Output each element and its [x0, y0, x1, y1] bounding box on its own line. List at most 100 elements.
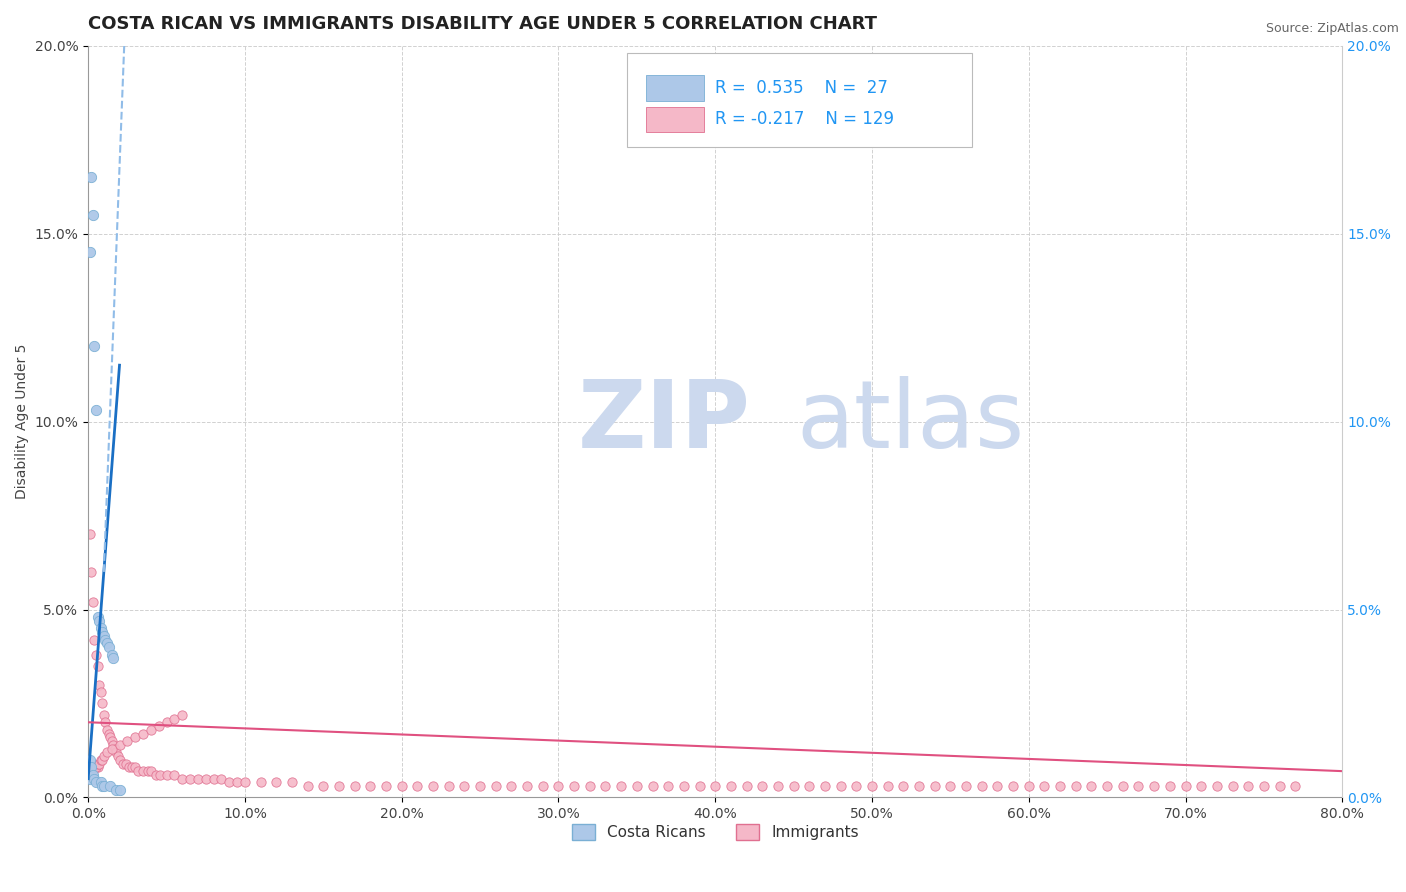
Point [735, 779, 758, 793]
Point [98, 779, 121, 793]
Point [233, 775, 256, 789]
Point [83, 760, 105, 774]
Point [562, 779, 585, 793]
Point [80, 760, 103, 774]
Point [830, 779, 852, 793]
Point [90, 685, 112, 699]
Point [860, 779, 883, 793]
Point [83, 339, 105, 353]
Point [132, 764, 155, 778]
Point [531, 779, 554, 793]
Point [121, 760, 143, 774]
Point [89, 756, 111, 771]
Point [1222, 779, 1244, 793]
Point [155, 715, 177, 730]
Point [226, 775, 249, 789]
Point [90, 753, 112, 767]
Point [97, 640, 120, 654]
Point [1033, 779, 1056, 793]
Point [132, 726, 155, 740]
Text: R = -0.217    N = 129: R = -0.217 N = 129 [716, 111, 894, 128]
Point [80, 565, 103, 579]
Point [799, 779, 821, 793]
Text: R =  0.535    N =  27: R = 0.535 N = 27 [716, 78, 889, 96]
Point [1064, 779, 1087, 793]
Point [641, 779, 664, 793]
Point [179, 772, 201, 786]
Point [406, 779, 429, 793]
Y-axis label: Disability Age Under 5: Disability Age Under 5 [15, 344, 30, 500]
Point [91, 779, 114, 793]
Point [297, 779, 319, 793]
Point [1159, 779, 1181, 793]
Point [100, 734, 122, 748]
Point [908, 779, 931, 793]
Point [82, 208, 104, 222]
Point [547, 779, 569, 793]
Point [343, 779, 366, 793]
Point [90, 621, 112, 635]
Legend: Costa Ricans, Immigrants: Costa Ricans, Immigrants [565, 818, 865, 847]
Point [312, 779, 335, 793]
Point [1284, 779, 1306, 793]
Point [516, 779, 538, 793]
Text: atlas: atlas [797, 376, 1025, 467]
Point [80, 170, 103, 185]
Point [468, 779, 491, 793]
Point [1080, 779, 1102, 793]
Point [485, 779, 508, 793]
Point [103, 651, 125, 665]
Point [108, 753, 131, 767]
Point [108, 738, 131, 752]
Point [939, 779, 962, 793]
Point [187, 772, 209, 786]
Point [422, 779, 444, 793]
Point [105, 745, 128, 759]
Point [84, 760, 107, 774]
Point [1128, 779, 1150, 793]
Point [90, 775, 112, 789]
Point [610, 779, 633, 793]
Point [145, 768, 167, 782]
Point [1237, 779, 1260, 793]
Point [93, 707, 115, 722]
Point [91, 625, 114, 640]
Text: Source: ZipAtlas.com: Source: ZipAtlas.com [1265, 22, 1399, 36]
Point [626, 779, 648, 793]
Point [657, 779, 679, 793]
Point [1095, 779, 1118, 793]
Point [124, 760, 146, 774]
Point [218, 775, 240, 789]
Point [105, 783, 128, 797]
Point [845, 779, 868, 793]
Point [163, 712, 186, 726]
Point [578, 779, 600, 793]
Point [501, 779, 523, 793]
Point [96, 636, 118, 650]
Point [96, 745, 118, 759]
Point [1189, 779, 1212, 793]
Point [148, 719, 170, 733]
Point [264, 775, 287, 789]
Point [139, 723, 162, 737]
Point [79, 772, 101, 786]
Point [149, 768, 172, 782]
Point [375, 779, 398, 793]
Point [83, 632, 105, 647]
Point [100, 741, 122, 756]
Point [1143, 779, 1166, 793]
Point [689, 779, 711, 793]
Point [104, 741, 127, 756]
Point [136, 764, 159, 778]
Point [117, 734, 139, 748]
Point [924, 779, 946, 793]
Point [94, 715, 117, 730]
Point [391, 779, 413, 793]
Point [79, 527, 101, 541]
Point [139, 764, 162, 778]
Point [1174, 779, 1197, 793]
Point [704, 779, 727, 793]
Point [96, 723, 118, 737]
FancyBboxPatch shape [647, 106, 704, 132]
Point [98, 731, 121, 745]
